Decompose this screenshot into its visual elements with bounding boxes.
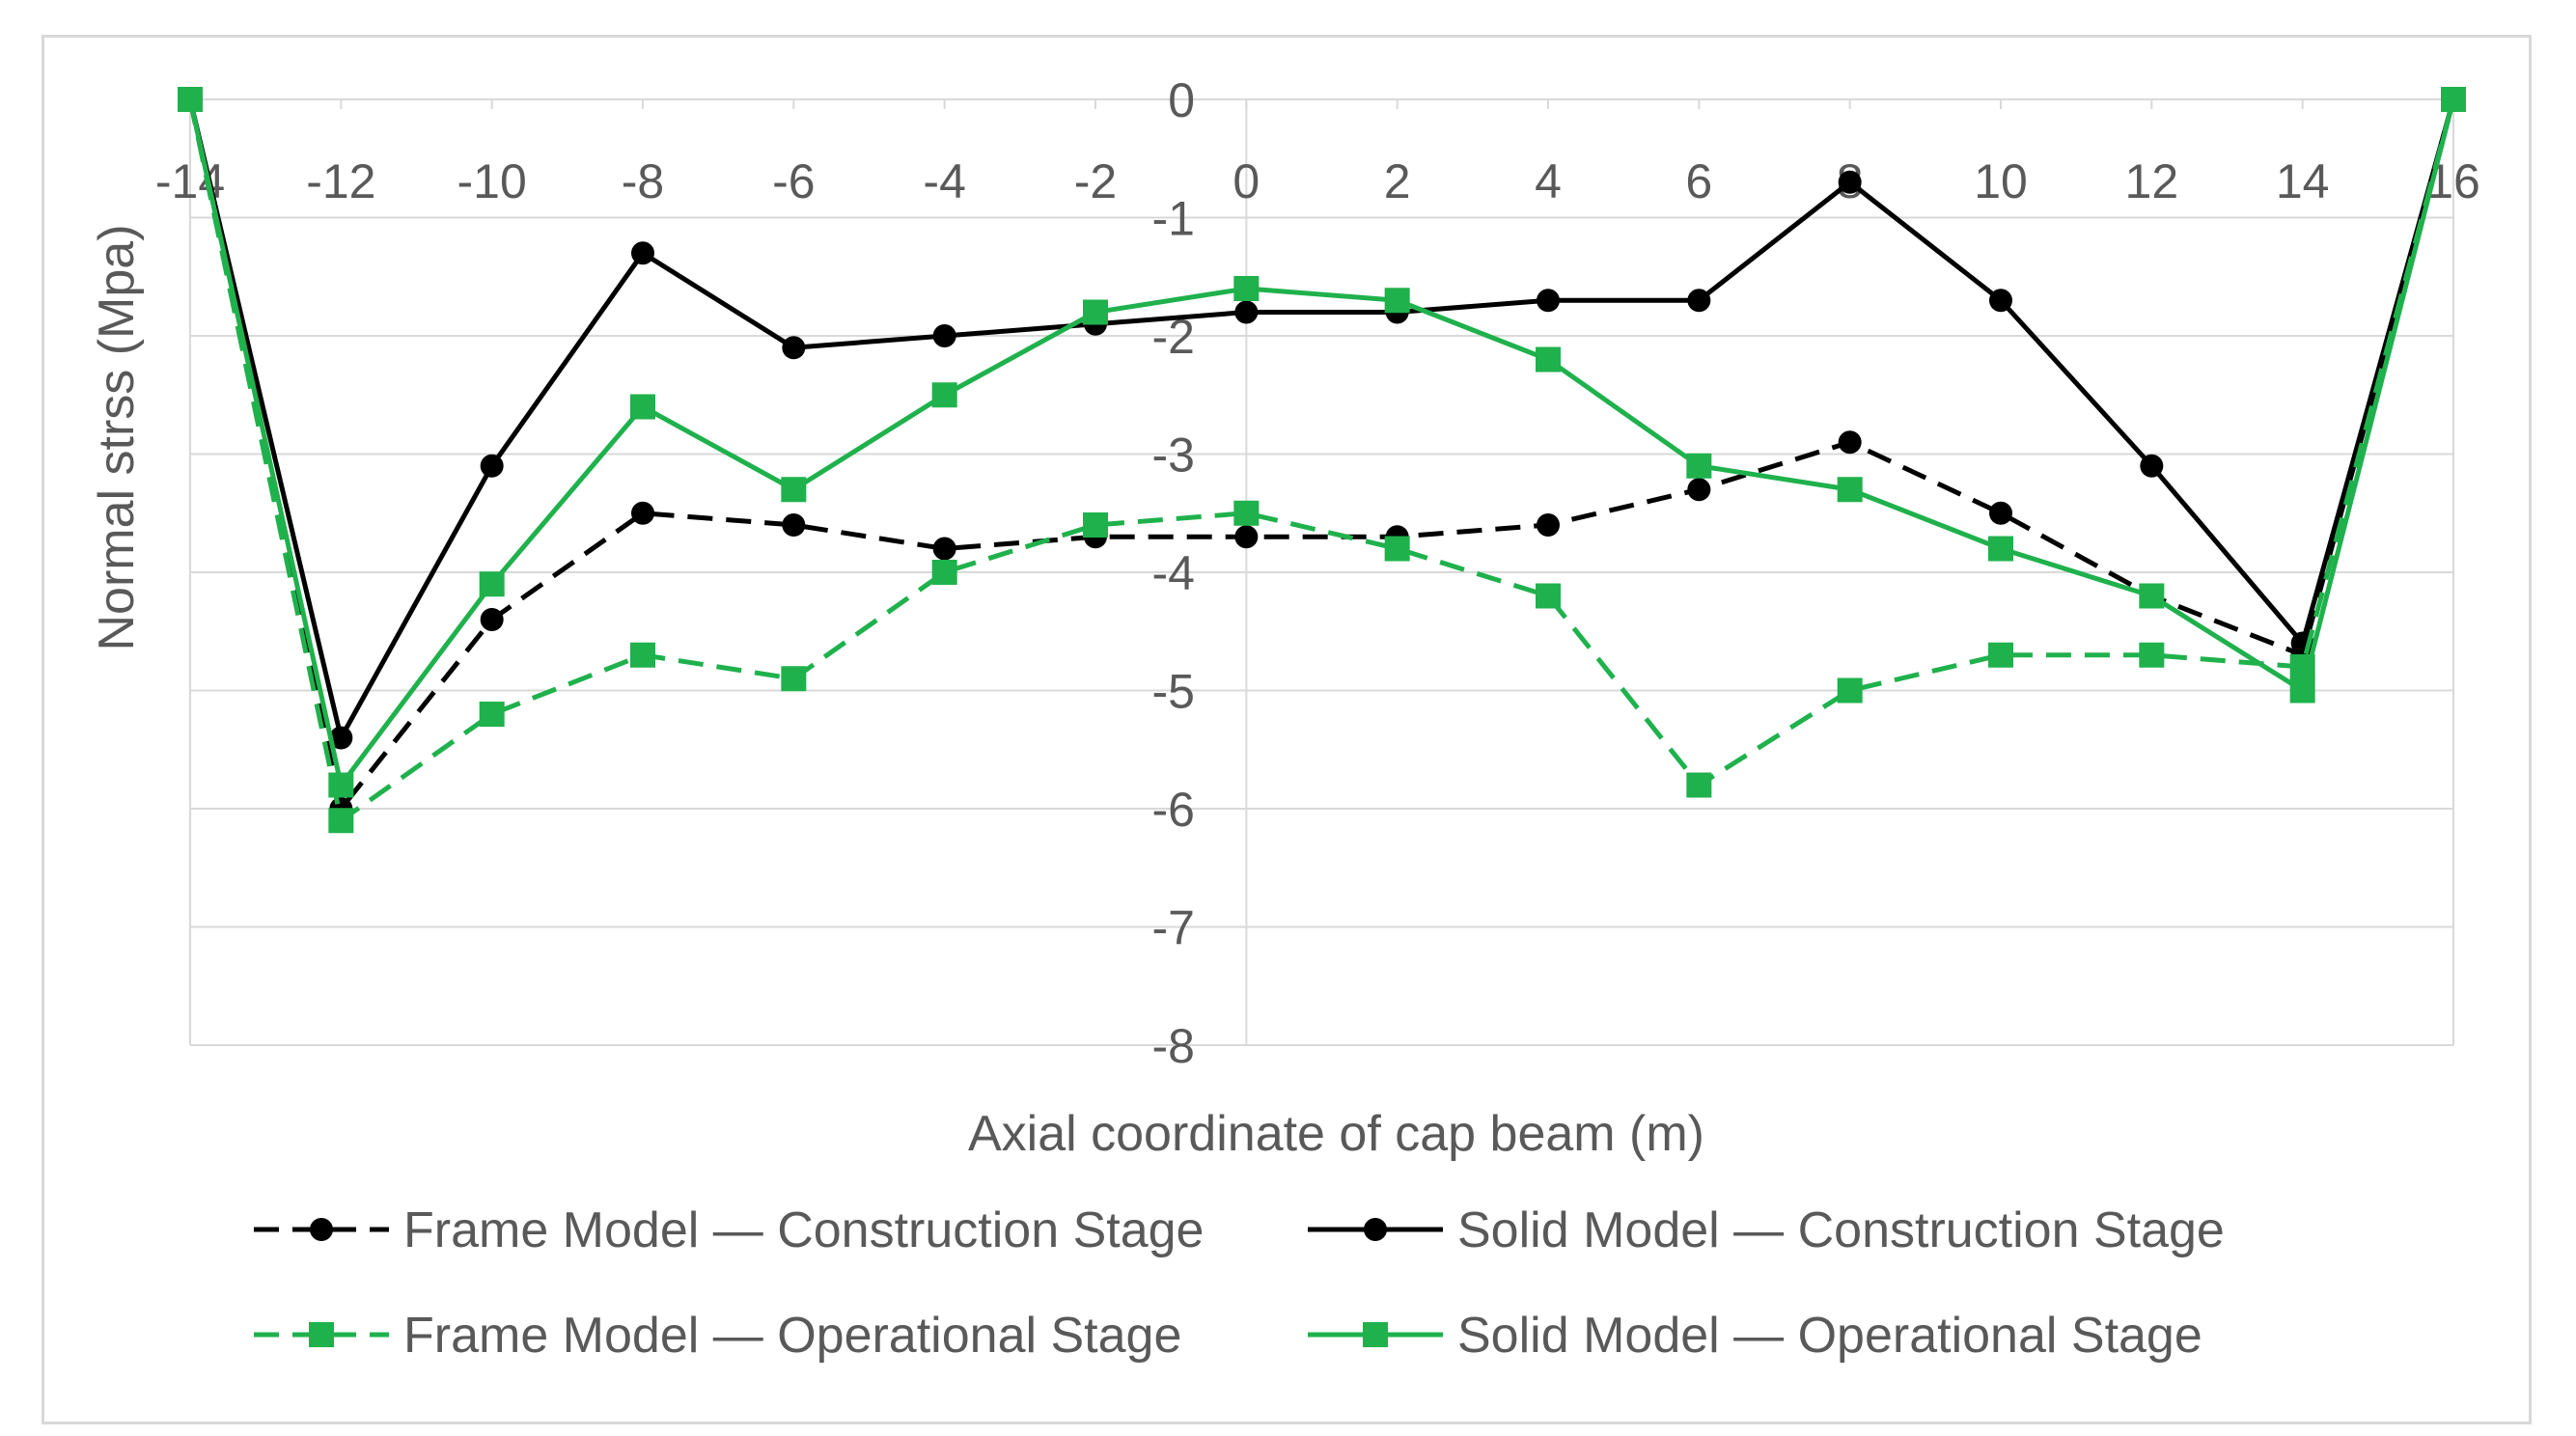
y-tick-labels: 0-1-2-3-4-5-6-7-8 (1152, 73, 1195, 1073)
series-4 (178, 87, 2466, 798)
data-point (1989, 289, 2012, 313)
data-point (1838, 170, 1862, 194)
x-tick-label: 10 (1974, 154, 2028, 208)
data-point (328, 772, 354, 798)
y-axis-title: Normal strss (Mpa) (89, 224, 145, 650)
y-tick-label: -8 (1152, 1019, 1195, 1073)
data-point (2289, 677, 2315, 704)
series-line (187, 98, 2456, 823)
data-point (1083, 512, 1108, 538)
y-tick-label: -7 (1152, 901, 1195, 955)
gridlines (190, 98, 2453, 1046)
data-point (1687, 478, 1711, 502)
series-3 (178, 87, 2466, 834)
data-point (1686, 772, 1712, 798)
data-point (1233, 500, 1260, 526)
series-line (187, 98, 2456, 740)
data-point (631, 501, 654, 525)
data-point (1837, 677, 1863, 704)
data-point (782, 336, 806, 360)
data-point (178, 87, 203, 112)
x-tick-label: -2 (1074, 154, 1117, 208)
y-tick-label: -3 (1152, 428, 1195, 483)
x-axis-title: Axial coordinate of cap beam (m) (968, 1106, 1704, 1162)
x-tick-label: -6 (772, 154, 815, 208)
data-point (480, 454, 504, 478)
data-point (1837, 477, 1863, 503)
data-point (782, 513, 806, 537)
series-group (178, 87, 2466, 834)
x-tick-label: 0 (1233, 154, 1260, 208)
data-point (2140, 454, 2164, 478)
x-tick-label: 6 (1685, 154, 1712, 208)
data-point (328, 808, 354, 834)
x-tick-label: -12 (306, 154, 375, 208)
data-point (931, 382, 957, 408)
data-point (1536, 346, 1561, 373)
data-point (932, 537, 956, 561)
data-point (1537, 289, 1560, 313)
legend-marker (1364, 1218, 1387, 1241)
legend-entry-2: Solid Model — Construction Stage (1308, 1202, 2225, 1258)
data-point (2139, 642, 2165, 668)
legend-label: Solid Model — Operational Stage (1457, 1308, 2202, 1364)
data-point (1989, 501, 2012, 525)
data-point (631, 241, 654, 265)
data-point (781, 666, 807, 692)
legend-entry-4: Solid Model — Operational Stage (1308, 1308, 2202, 1364)
x-tick-label: 2 (1384, 154, 1411, 208)
data-point (1988, 536, 2013, 562)
legend-marker (1363, 1322, 1388, 1347)
x-tick-label: 14 (2276, 154, 2330, 208)
legend: Frame Model — Construction Stage Solid Mo… (254, 1202, 2225, 1364)
data-point (1687, 289, 1711, 313)
legend-marker (309, 1322, 334, 1347)
data-point (2441, 87, 2466, 112)
data-point (1838, 430, 1862, 455)
data-point (480, 608, 504, 631)
data-point (1384, 536, 1410, 562)
chart-frame (42, 35, 2532, 1424)
legend-label: Frame Model — Operational Stage (403, 1308, 1181, 1364)
x-tick-label: -4 (923, 154, 965, 208)
data-point (1686, 453, 1712, 479)
y-tick-label: -5 (1152, 665, 1195, 719)
axes (189, 99, 2454, 1045)
data-point (1988, 642, 2013, 668)
data-point (1233, 276, 1260, 301)
legend-entry-1: Frame Model — Construction Stage (254, 1202, 1204, 1258)
x-tick-label: 12 (2125, 154, 2179, 208)
data-point (1234, 300, 1259, 324)
x-tick-label: 4 (1535, 154, 1562, 208)
data-point (630, 642, 655, 668)
x-tick-label: -10 (457, 154, 527, 208)
legend-entry-3: Frame Model — Operational Stage (254, 1308, 1181, 1364)
series-line (187, 98, 2456, 812)
data-point (1537, 513, 1560, 537)
data-point (329, 726, 353, 750)
data-point (1083, 299, 1108, 325)
data-point (931, 560, 957, 585)
data-point (2139, 583, 2165, 609)
data-point (781, 477, 807, 503)
legend-marker (310, 1218, 333, 1241)
data-point (630, 394, 655, 420)
y-tick-label: -1 (1152, 192, 1195, 246)
x-tick-labels: -14-12-10-8-6-4-20246810121416 (155, 154, 2480, 208)
data-point (1536, 583, 1561, 609)
data-point (479, 571, 505, 597)
y-tick-label: -6 (1152, 783, 1195, 837)
y-tick-label: -4 (1152, 546, 1195, 600)
series-line (187, 98, 2456, 787)
legend-label: Frame Model — Construction Stage (403, 1202, 1204, 1258)
data-point (479, 702, 505, 727)
legend-label: Solid Model — Construction Stage (1457, 1202, 2225, 1258)
data-point (1384, 288, 1410, 314)
data-point (932, 324, 956, 347)
x-tick-label: -8 (622, 154, 664, 208)
data-point (1234, 525, 1259, 549)
y-tick-label: 0 (1168, 73, 1195, 127)
